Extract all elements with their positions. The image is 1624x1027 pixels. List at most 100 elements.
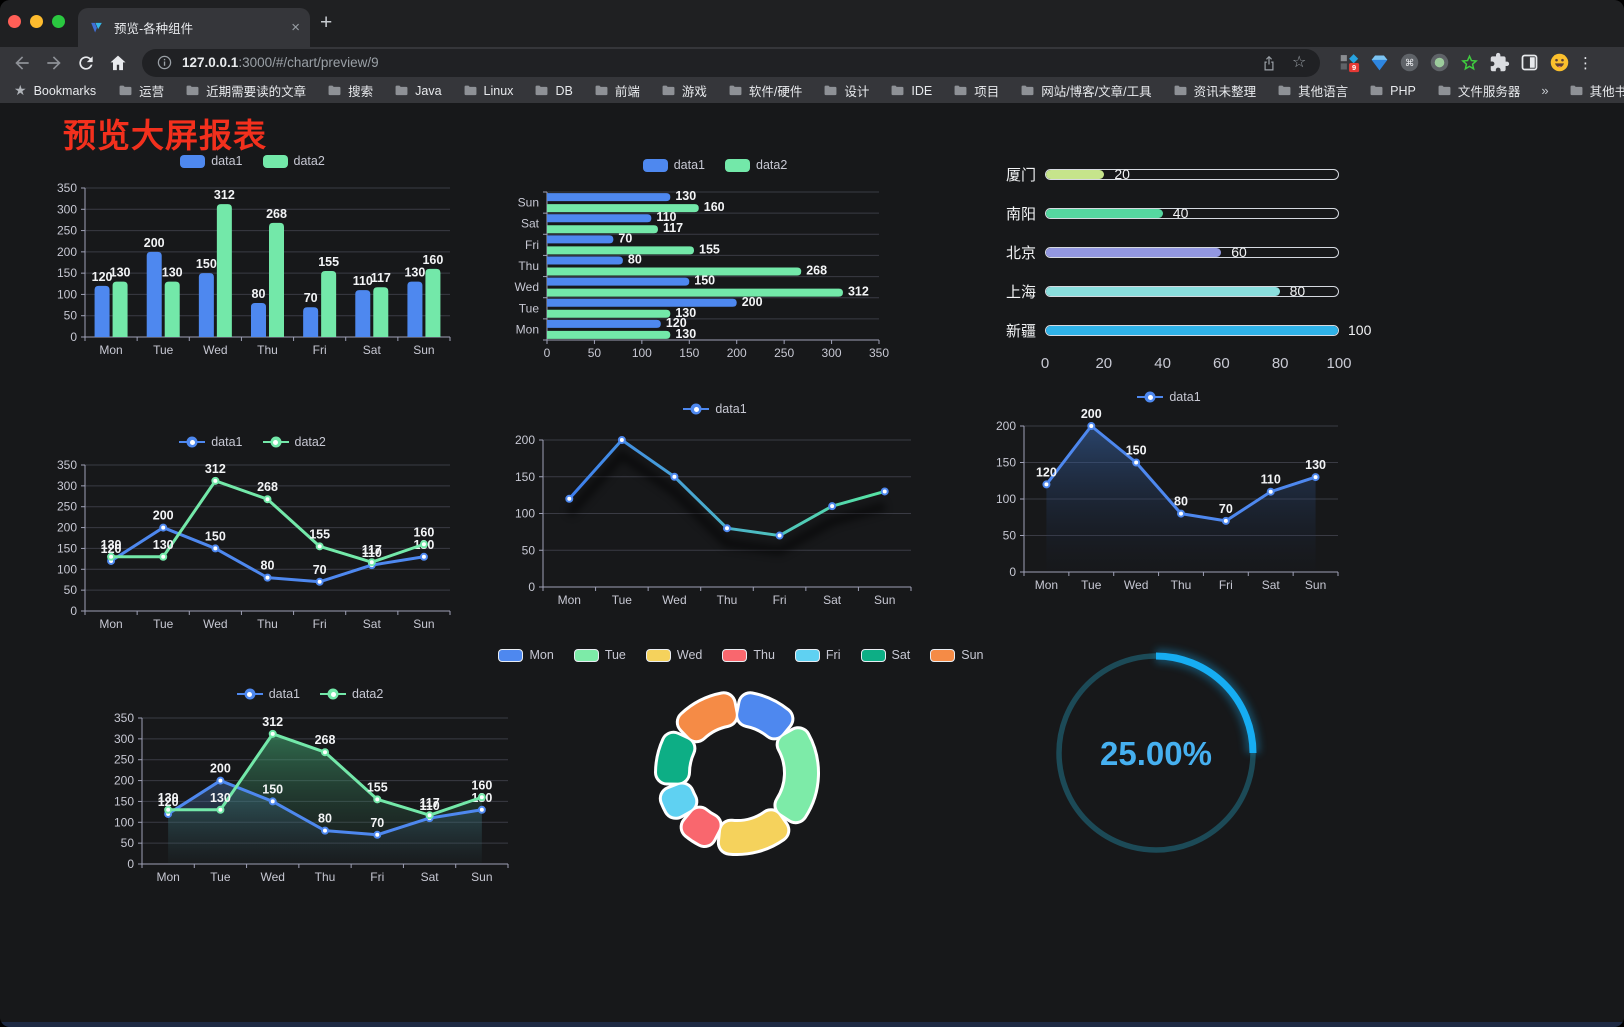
svg-text:Thu: Thu xyxy=(717,593,738,607)
bookmarks-overflow-chevron[interactable]: » xyxy=(1541,83,1549,98)
browser-menu-icon[interactable]: ⋮ xyxy=(1578,54,1593,72)
legend-item-Wed[interactable]: Wed xyxy=(645,648,702,662)
svg-text:150: 150 xyxy=(515,470,535,484)
legend-item-data2[interactable]: data2 xyxy=(262,154,325,168)
legend-swatch-icon xyxy=(725,158,750,172)
extensions-puzzle-icon[interactable] xyxy=(1489,52,1510,73)
svg-text:117: 117 xyxy=(371,271,391,285)
svg-text:130: 130 xyxy=(153,538,174,552)
chart-progress-bars: 厦门 20 南阳 40 北京 60 上海 80 新疆 100 0 20 40 60 80 100 xyxy=(1000,150,1371,385)
extension-icon-split-square[interactable] xyxy=(1519,52,1540,73)
progress-row-北京: 北京 60 xyxy=(1000,244,1345,262)
share-icon[interactable] xyxy=(1260,54,1278,72)
svg-text:80: 80 xyxy=(261,559,275,573)
extension-icon-green-star[interactable] xyxy=(1459,52,1480,73)
bookmark-item[interactable]: 项目 xyxy=(953,81,999,100)
bookmark-item[interactable]: 运营 xyxy=(118,81,164,100)
legend-item-data1[interactable]: data1 xyxy=(642,158,705,172)
svg-text:120: 120 xyxy=(158,795,179,809)
legend-item-data1[interactable]: data1 xyxy=(683,402,747,416)
svg-text:268: 268 xyxy=(315,733,336,747)
gauge-value-label: 25.00% xyxy=(1100,735,1212,772)
url-bar[interactable]: 127.0.0.1:3000/#/chart/preview/9 ☆ xyxy=(142,48,1320,77)
forward-icon[interactable] xyxy=(44,53,64,73)
bookmark-item[interactable]: 网站/博客/文章/工具 xyxy=(1020,81,1152,100)
legend-item-Thu[interactable]: Thu xyxy=(722,648,775,662)
svg-text:Tue: Tue xyxy=(612,593,633,607)
legend-line-icon xyxy=(262,436,289,448)
bookmark-item[interactable]: 游戏 xyxy=(661,81,707,100)
bookmark-item[interactable]: PHP xyxy=(1369,83,1416,98)
other-bookmarks-folder[interactable]: 其他书签 xyxy=(1569,81,1624,100)
url-path: :3000/#/chart/preview/9 xyxy=(238,55,379,70)
legend-item-Mon[interactable]: Mon xyxy=(498,648,554,662)
close-tab-icon[interactable]: × xyxy=(291,19,300,36)
legend-label: data2 xyxy=(293,154,325,168)
svg-text:150: 150 xyxy=(205,529,226,543)
progress-value: 20 xyxy=(1114,166,1130,182)
bookmark-item[interactable]: 搜索 xyxy=(327,81,373,100)
svg-text:200: 200 xyxy=(996,419,1016,433)
progress-track: 80 xyxy=(1045,283,1339,299)
legend-item-Fri[interactable]: Fri xyxy=(794,648,841,662)
legend-item-data1[interactable]: data1 xyxy=(179,435,243,449)
bookmark-item[interactable]: 软件/硬件 xyxy=(728,81,802,100)
legend-item-Sat[interactable]: Sat xyxy=(860,648,910,662)
legend-label: Fri xyxy=(825,648,841,662)
legend-item-data1[interactable]: data1 xyxy=(180,154,243,168)
reload-icon[interactable] xyxy=(76,53,96,73)
svg-text:Sat: Sat xyxy=(363,343,382,357)
legend-item-data1[interactable]: data1 xyxy=(236,687,300,701)
back-icon[interactable] xyxy=(12,53,32,73)
svg-text:100: 100 xyxy=(57,562,77,576)
progress-track: 100 xyxy=(1045,322,1371,338)
bookmark-item[interactable]: 资讯未整理 xyxy=(1173,81,1256,100)
svg-text:Tue: Tue xyxy=(153,343,174,357)
svg-text:200: 200 xyxy=(210,762,231,776)
legend-item-data2[interactable]: data2 xyxy=(262,435,326,449)
bookmark-item[interactable]: 文件服务器 xyxy=(1437,81,1520,100)
svg-text:350: 350 xyxy=(57,458,77,472)
bookmark-star-icon[interactable]: ☆ xyxy=(1292,53,1307,71)
new-tab-button[interactable]: + xyxy=(320,11,333,34)
bookmarks-label[interactable]: Bookmarks xyxy=(33,83,97,98)
legend-item-data2[interactable]: data2 xyxy=(320,687,383,701)
legend-swatch-icon xyxy=(180,154,206,168)
svg-text:130: 130 xyxy=(210,791,231,805)
svg-text:Thu: Thu xyxy=(315,870,336,884)
extension-icon-gem[interactable] xyxy=(1369,52,1390,73)
tab-strip: 预览-各种组件 × + xyxy=(0,0,1624,47)
bookmark-item[interactable]: 前端 xyxy=(594,81,640,100)
legend-item-data2[interactable]: data2 xyxy=(725,158,787,172)
legend-label: data1 xyxy=(211,154,243,168)
bookmark-item[interactable]: 近期需要读的文章 xyxy=(185,81,306,100)
home-icon[interactable] xyxy=(108,53,128,73)
chart-donut: Mon Tue Wed Thu Fri Sat Sun xyxy=(498,638,984,870)
extension-icon-blocks[interactable]: 9 xyxy=(1339,52,1360,73)
bookmark-item[interactable]: Java xyxy=(394,83,442,98)
bookmark-item[interactable]: 其他语言 xyxy=(1277,81,1348,100)
legend-label: data1 xyxy=(211,435,243,449)
browser-tab[interactable]: 预览-各种组件 × xyxy=(78,8,310,47)
svg-text:Tue: Tue xyxy=(210,870,231,884)
bookmark-item[interactable]: Linux xyxy=(463,83,513,98)
svg-text:268: 268 xyxy=(257,480,278,494)
line-series-data1 xyxy=(565,436,889,556)
legend-item-Sun[interactable]: Sun xyxy=(930,648,984,662)
bookmark-item[interactable]: 设计 xyxy=(823,81,869,100)
minimize-window-button[interactable] xyxy=(30,15,43,28)
zoom-window-button[interactable] xyxy=(52,15,65,28)
bookmark-item[interactable]: DB xyxy=(534,83,573,98)
bookmark-item[interactable]: IDE xyxy=(890,83,932,98)
extension-icon-command[interactable]: ⌘ xyxy=(1399,52,1420,73)
site-info-icon[interactable] xyxy=(156,54,173,71)
bookmark-label: 游戏 xyxy=(681,85,707,99)
profile-avatar-emoji[interactable] xyxy=(1549,52,1570,73)
progress-label: 新疆 xyxy=(1005,322,1036,340)
legend-line-icon xyxy=(236,688,263,700)
legend-item-data1[interactable]: data1 xyxy=(1137,390,1201,404)
extension-icon-record[interactable] xyxy=(1429,52,1450,73)
close-window-button[interactable] xyxy=(8,15,21,28)
legend-item-Tue[interactable]: Tue xyxy=(573,648,626,662)
svg-text:200: 200 xyxy=(153,509,174,523)
